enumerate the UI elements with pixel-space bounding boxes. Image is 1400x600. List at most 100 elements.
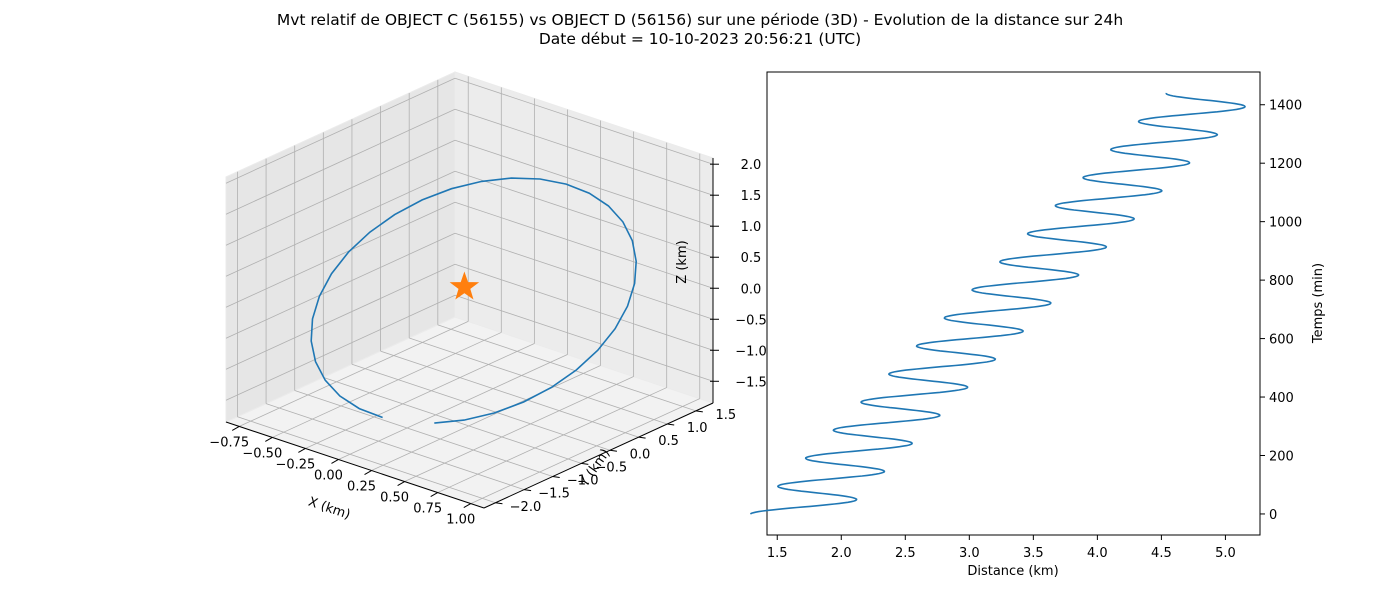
x-tick-label-2d: 3.5	[1023, 546, 1044, 561]
grid-y-floor	[323, 376, 582, 464]
y-tick-label-2d: 800	[1269, 274, 1294, 289]
2d-distance-series	[749, 92, 1246, 515]
grid-z-side	[225, 294, 456, 401]
y-tick-label-3d: 0.5	[658, 434, 679, 449]
x-tick-label-3d: 0.00	[314, 468, 343, 483]
z-tick-label-3d: 0.5	[741, 251, 762, 266]
z-tick-label-3d: 1.5	[741, 189, 762, 204]
pane-side	[225, 71, 456, 423]
z-tick-label-3d: −0.5	[735, 313, 767, 328]
x-tick-label-3d: 1.00	[446, 513, 475, 528]
grid-x-floor	[404, 376, 634, 482]
x-tick-label-2d: 4.5	[1151, 546, 1172, 561]
y-tick-mark-3d	[638, 436, 646, 439]
x-tick-label-2d: 3.0	[959, 546, 980, 561]
y-tick-mark-3d	[667, 423, 675, 426]
grid-z-back	[454, 294, 714, 382]
3d-panes	[224, 71, 715, 509]
grid-z-side	[225, 263, 456, 370]
x-tick-mark-3d	[298, 448, 306, 453]
y-tick-label-2d: 400	[1269, 391, 1294, 406]
grid-x-floor	[437, 387, 667, 493]
x-tick-mark-3d	[430, 492, 438, 497]
grid-y-floor	[237, 416, 496, 504]
y-tick-label-3d: 1.5	[715, 408, 736, 423]
y-tick-label-2d: 1200	[1269, 157, 1302, 172]
z-tick-label-3d: −1.0	[735, 344, 767, 359]
y-tick-label-3d: −2.0	[510, 500, 542, 515]
y-tick-label-3d: −1.0	[567, 474, 599, 489]
x-tick-mark-3d	[331, 459, 339, 464]
grid-z-side	[225, 77, 456, 184]
grid-z-side	[225, 170, 456, 277]
figure-title-line1: Mvt relatif de OBJECT C (56155) vs OBJEC…	[277, 11, 1123, 29]
grid-y-floor	[409, 337, 668, 425]
distance-line	[749, 92, 1246, 515]
y-tick-label-2d: 1000	[1269, 216, 1302, 231]
x-tick-label-2d: 1.5	[767, 546, 788, 561]
figure-title-line2: Date début = 10-10-2023 20:56:21 (UTC)	[539, 30, 861, 48]
y-tick-label-2d: 600	[1269, 333, 1294, 348]
grid-y-floor	[351, 363, 611, 451]
x-tick-mark-3d	[231, 425, 240, 431]
chart-distance-vs-time: 1.5 2.0 2.5 3.0 3.5 4.0 4.5 5.0 0 200 400 600 800 100…	[749, 71, 1326, 579]
y-tick-label-2d: 1400	[1269, 99, 1302, 114]
grid-z-side	[225, 232, 456, 339]
grid-y-floor	[380, 350, 639, 438]
grid-z-back	[454, 201, 714, 289]
x-tick-label-2d: 2.0	[831, 546, 852, 561]
z-axis-label-3d: Z (km)	[675, 240, 690, 283]
grid-x-floor	[470, 398, 700, 504]
x-tick-mark-3d	[397, 481, 405, 486]
grid-x-floor	[272, 332, 502, 438]
grid-z-back	[454, 108, 714, 196]
y-tick-label-3d: 0.0	[630, 447, 651, 462]
grid-y-floor	[294, 390, 553, 477]
3d-axes: −0.75−0.50−0.250.000.250.500.751.00−2.0−…	[209, 158, 767, 528]
y-tick-label-3d: 1.0	[687, 421, 708, 436]
grid-x-floor	[239, 321, 469, 427]
x-tick-mark-3d	[265, 437, 273, 442]
3d-gridlines	[225, 76, 714, 504]
y-tick-label-3d: −1.5	[538, 487, 570, 502]
grid-z-back	[454, 263, 714, 351]
y-tick-mark-3d	[524, 489, 532, 492]
x-axis-line-3d	[225, 421, 485, 509]
z-tick-label-3d: 0.0	[741, 282, 762, 297]
x-tick-label-2d: 5.0	[1215, 546, 1236, 561]
grid-z-back	[454, 139, 714, 227]
y-axis-label-2d: Temps (min)	[1311, 263, 1326, 344]
x-tick-mark-3d	[364, 470, 372, 475]
grid-z-back	[454, 77, 714, 165]
chart-3d-trajectory: −0.75−0.50−0.250.000.250.500.751.00−2.0−…	[209, 71, 767, 528]
y-tick-mark-3d	[552, 476, 560, 478]
grid-y-floor	[437, 324, 696, 412]
grid-z-side	[225, 108, 456, 215]
x-tick-label-3d: −0.25	[275, 457, 315, 472]
x-tick-label-3d: −0.75	[209, 435, 249, 450]
x-tick-label-2d: 2.5	[895, 546, 916, 561]
grid-x-floor	[305, 343, 535, 449]
x-tick-mark-3d	[463, 503, 472, 509]
grid-x-floor	[338, 354, 568, 460]
y-tick-label-3d: −0.5	[596, 460, 628, 475]
z-tick-label-3d: 2.0	[741, 158, 762, 173]
x-tick-label-3d: 0.50	[380, 491, 409, 506]
grid-z-side	[225, 139, 456, 246]
grid-z-side	[225, 201, 456, 308]
grid-z-back	[454, 232, 714, 320]
x-tick-label-3d: −0.50	[242, 446, 282, 461]
origin-star-marker	[449, 271, 480, 300]
2d-ticks: 1.5 2.0 2.5 3.0 3.5 4.0 4.5 5.0 0 200 400 600 800 100…	[767, 99, 1302, 561]
grid-z-back	[454, 170, 714, 258]
y-tick-label-2d: 200	[1269, 449, 1294, 464]
z-tick-label-3d: 1.0	[741, 220, 762, 235]
y-tick-label-2d: 0	[1269, 508, 1277, 523]
grid-y-floor	[265, 403, 525, 491]
x-tick-label-3d: 0.25	[347, 480, 376, 495]
y-tick-mark-3d	[695, 410, 703, 413]
y-axis-line-3d	[483, 402, 714, 509]
x-tick-label-3d: 0.75	[413, 502, 442, 517]
trajectory-line	[310, 177, 638, 424]
